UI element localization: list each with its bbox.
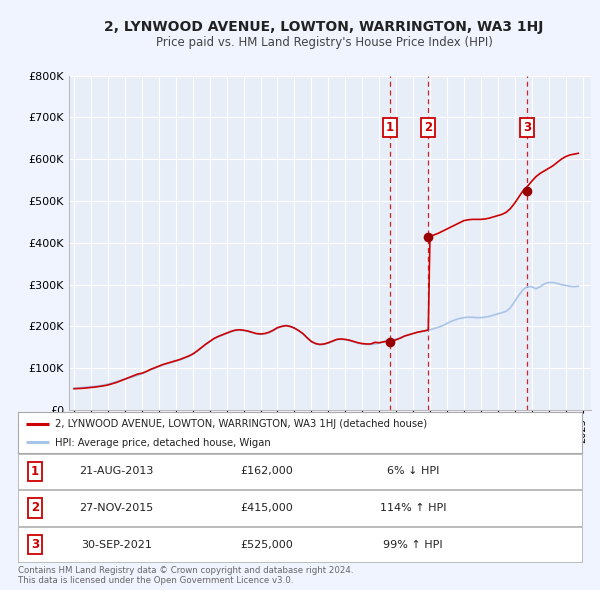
Text: 6% ↓ HPI: 6% ↓ HPI [386, 467, 439, 476]
Text: 2: 2 [31, 502, 39, 514]
Text: 30-SEP-2021: 30-SEP-2021 [81, 540, 152, 549]
Text: £525,000: £525,000 [240, 540, 293, 549]
Text: 114% ↑ HPI: 114% ↑ HPI [380, 503, 446, 513]
Text: £162,000: £162,000 [240, 467, 293, 476]
Text: HPI: Average price, detached house, Wigan: HPI: Average price, detached house, Wiga… [55, 438, 271, 447]
Text: 3: 3 [31, 538, 39, 551]
Text: Price paid vs. HM Land Registry's House Price Index (HPI): Price paid vs. HM Land Registry's House … [155, 36, 493, 49]
Text: 1: 1 [31, 465, 39, 478]
Text: 27-NOV-2015: 27-NOV-2015 [80, 503, 154, 513]
Text: 2: 2 [424, 121, 433, 134]
Text: £415,000: £415,000 [240, 503, 293, 513]
Text: 2, LYNWOOD AVENUE, LOWTON, WARRINGTON, WA3 1HJ (detached house): 2, LYNWOOD AVENUE, LOWTON, WARRINGTON, W… [55, 419, 427, 429]
Text: 2, LYNWOOD AVENUE, LOWTON, WARRINGTON, WA3 1HJ: 2, LYNWOOD AVENUE, LOWTON, WARRINGTON, W… [104, 19, 544, 34]
Text: 21-AUG-2013: 21-AUG-2013 [80, 467, 154, 476]
Text: 1: 1 [386, 121, 394, 134]
Text: 99% ↑ HPI: 99% ↑ HPI [383, 540, 443, 549]
Text: 3: 3 [523, 121, 532, 134]
Text: Contains HM Land Registry data © Crown copyright and database right 2024.
This d: Contains HM Land Registry data © Crown c… [18, 566, 353, 585]
